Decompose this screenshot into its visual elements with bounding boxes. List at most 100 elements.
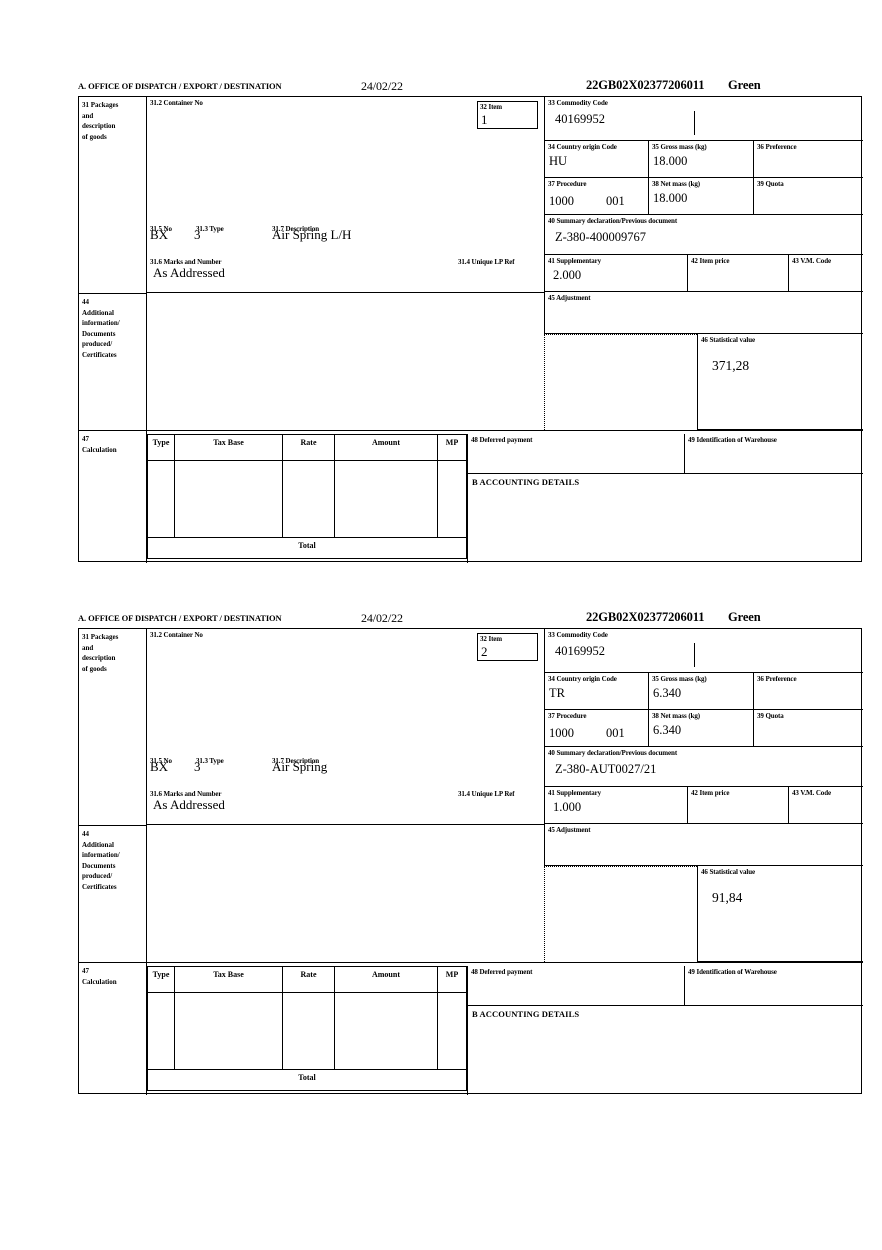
adjustment-value-2: [545, 836, 863, 838]
box-46-statistical-value-cell[interactable]: 46 Statistical value 371,28: [697, 334, 863, 430]
box-43-label-2: 43 V.M. Code: [792, 789, 831, 797]
box-49-warehouse-cell-2[interactable]: 49 Identification of Warehouse: [684, 966, 863, 1006]
box-48-deferred-payment-cell-2[interactable]: 48 Deferred payment: [467, 966, 684, 1006]
box-31-7-label-2: 31.7 Description: [272, 757, 320, 765]
box-32-item-cell-2[interactable]: 32 Item 2: [477, 633, 538, 661]
box-46-statistical-value-cell-2[interactable]: 46 Statistical value 91,84: [697, 866, 863, 962]
calc-body-amount[interactable]: [335, 461, 438, 538]
calc-body-mp-2[interactable]: [438, 993, 467, 1070]
box-33-label-2: 33 Commodity Code: [548, 631, 608, 639]
unique-lp-ref-value: [457, 264, 460, 265]
box-44-label-cell-2: 44 Additional information/ Documents pro…: [79, 825, 147, 962]
accounting-details-label-2: B ACCOUNTING DETAILS: [472, 1009, 580, 1019]
accounting-details-cell[interactable]: B ACCOUNTING DETAILS: [467, 474, 863, 563]
declaration-lane: Green: [728, 78, 761, 92]
box-31-label: 31 Packages and description of goods: [82, 101, 119, 141]
box-34-country-origin-cell-2[interactable]: 34 Country origin Code TR: [544, 673, 649, 710]
box-40-previous-document-cell-2[interactable]: 40 Summary declaration/Previous document…: [544, 747, 863, 787]
declaration-lane-2: Green: [728, 610, 761, 624]
box-46-label-2: 46 Statistical value: [701, 868, 755, 876]
calc-body-type[interactable]: [147, 461, 175, 538]
country-origin-code-value: HU: [549, 153, 568, 168]
box-44-label-cell: 44 Additional information/ Documents pro…: [79, 293, 147, 430]
box-34-label-2: 34 Country origin Code: [548, 675, 617, 683]
calc-body-mp[interactable]: [438, 461, 467, 538]
box-31-5-label: 31.5 No: [150, 225, 172, 233]
packages-type-value: 3: [194, 227, 201, 242]
box-31-2-container-cell-2[interactable]: 31.2 Container No 31.5 No 31.3 Type 31.7…: [147, 629, 544, 825]
calc-header-amount-2: Amount: [335, 966, 438, 993]
box-35-gross-mass-cell[interactable]: 35 Gross mass (kg) 18.000: [649, 141, 754, 178]
box-45-adjustment-cell[interactable]: 45 Adjustment: [544, 292, 863, 334]
statistical-value: 371,28: [712, 357, 750, 373]
box-35-gross-mass-cell-2[interactable]: 35 Gross mass (kg) 6.340: [649, 673, 754, 710]
calc-body-tax-base[interactable]: [175, 461, 283, 538]
box-31-6-label: 31.6 Marks and Number: [150, 258, 222, 266]
packages-type-value-2: 3: [194, 759, 201, 774]
box-47-label-2: 47 Calculation: [82, 967, 117, 986]
box-48-deferred-payment-cell[interactable]: 48 Deferred payment: [467, 434, 684, 474]
procedure-code-2-value: 001: [606, 194, 625, 208]
box-33-commodity-code-cell[interactable]: 33 Commodity Code 40169952: [544, 97, 863, 141]
country-origin-code-value-2: TR: [549, 685, 565, 700]
previous-document-value: Z-380-400009767: [555, 229, 646, 244]
box-44-content-cell-2[interactable]: [147, 825, 544, 962]
calc-body-rate-2[interactable]: [283, 993, 335, 1070]
box-31-3-label: 31.3 Type: [196, 225, 224, 233]
commodity-code-value-2: 40169952: [555, 643, 605, 658]
quota-value-2: [754, 722, 863, 723]
box-31-2-container-cell[interactable]: 31.2 Container No 31.5 No 31.3 Type 31.7…: [147, 97, 544, 293]
box-47-label-cell-2: 47 Calculation: [79, 962, 147, 1095]
commodity-code-divider-icon: [694, 111, 695, 135]
box-32-item-cell[interactable]: 32 Item 1: [477, 101, 538, 129]
box-39-label-2: 39 Quota: [757, 712, 784, 720]
procedure-code-1-value: 1000: [549, 194, 574, 208]
calc-body-amount-2[interactable]: [335, 993, 438, 1070]
box-37-procedure-cell-2[interactable]: 37 Procedure 1000 001: [544, 710, 649, 747]
preference-value: [754, 153, 863, 154]
item-number-value: 1: [481, 111, 488, 127]
box-37-label-2: 37 Procedure: [548, 712, 587, 720]
calc-total-row-2: Total: [147, 1070, 467, 1091]
box-43-vm-code-cell[interactable]: 43 V.M. Code: [789, 255, 863, 292]
box-41-supplementary-cell-2[interactable]: 41 Supplementary 1.000: [544, 787, 688, 824]
box-36-preference-cell-2[interactable]: 36 Preference: [754, 673, 863, 710]
office-of-dispatch-label-2: A. OFFICE OF DISPATCH / EXPORT / DESTINA…: [78, 613, 282, 623]
box-38-net-mass-cell-2[interactable]: 38 Net mass (kg) 6.340: [649, 710, 754, 747]
box-39-quota-cell-2[interactable]: 39 Quota: [754, 710, 863, 747]
box-44-content-cell[interactable]: [147, 293, 544, 430]
goods-description-value-2: Air Spring: [272, 759, 328, 774]
box-46-label: 46 Statistical value: [701, 336, 755, 344]
preference-value-2: [754, 685, 863, 686]
box-42-item-price-cell[interactable]: 42 Item price: [688, 255, 789, 292]
previous-document-value-2: Z-380-AUT0027/21: [555, 761, 657, 776]
box-45-dotted-top-divider-2: [544, 866, 697, 867]
box-41-supplementary-cell[interactable]: 41 Supplementary 2.000: [544, 255, 688, 292]
box-48-label-2: 48 Deferred payment: [471, 968, 533, 976]
calc-body-type-2[interactable]: [147, 993, 175, 1070]
declaration-reference: 22GB02X02377206011: [586, 78, 705, 92]
procedure-code-1-value-2: 1000: [549, 726, 574, 740]
box-31-label-2: 31 Packages and description of goods: [82, 633, 119, 673]
box-39-quota-cell[interactable]: 39 Quota: [754, 178, 863, 215]
declaration-grid-2: 31 Packages and description of goods 31.…: [78, 628, 863, 1095]
box-41-label: 41 Supplementary: [548, 257, 602, 265]
box-36-preference-cell[interactable]: 36 Preference: [754, 141, 863, 178]
box-38-net-mass-cell[interactable]: 38 Net mass (kg) 18.000: [649, 178, 754, 215]
box-34-country-origin-cell[interactable]: 34 Country origin Code HU: [544, 141, 649, 178]
calc-body-tax-base-2[interactable]: [175, 993, 283, 1070]
box-49-warehouse-cell[interactable]: 49 Identification of Warehouse: [684, 434, 863, 474]
calc-header-type-2: Type: [147, 966, 175, 993]
box-43-vm-code-cell-2[interactable]: 43 V.M. Code: [789, 787, 863, 824]
box-40-previous-document-cell[interactable]: 40 Summary declaration/Previous document…: [544, 215, 863, 255]
warehouse-identification-value: [685, 446, 863, 447]
box-31-label-cell-2: 31 Packages and description of goods: [79, 629, 147, 825]
box-33-commodity-code-cell-2[interactable]: 33 Commodity Code 40169952: [544, 629, 863, 673]
box-45-adjustment-cell-2[interactable]: 45 Adjustment: [544, 824, 863, 866]
box-34-label: 34 Country origin Code: [548, 143, 617, 151]
declaration-form-item-2: A. OFFICE OF DISPATCH / EXPORT / DESTINA…: [78, 610, 863, 1095]
calc-body-rate[interactable]: [283, 461, 335, 538]
box-42-item-price-cell-2[interactable]: 42 Item price: [688, 787, 789, 824]
box-37-procedure-cell[interactable]: 37 Procedure 1000 001: [544, 178, 649, 215]
accounting-details-cell-2[interactable]: B ACCOUNTING DETAILS: [467, 1006, 863, 1095]
